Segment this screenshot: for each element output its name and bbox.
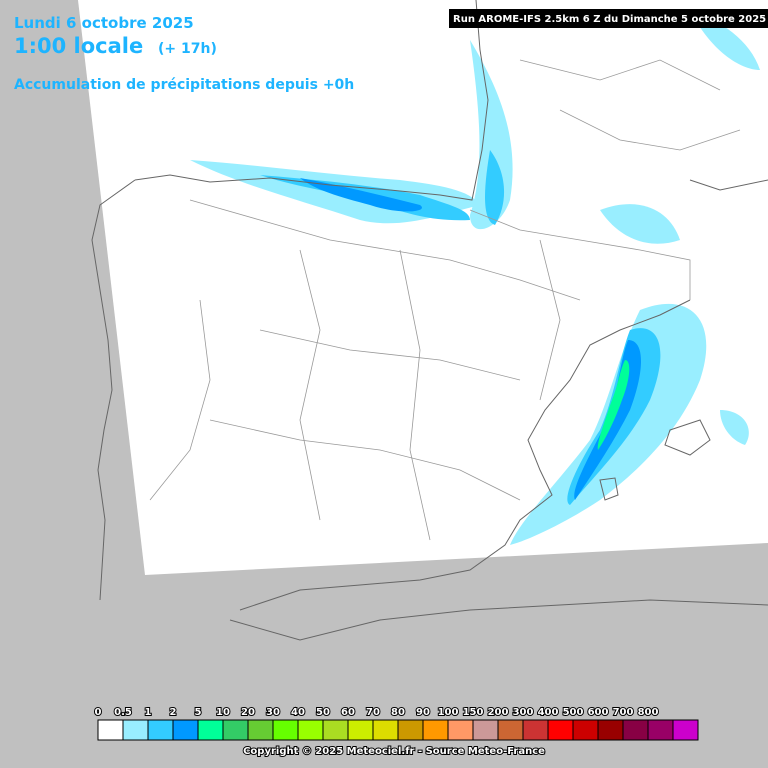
run: Run AROME-IFS 2.5km 6 Z du Dimanche 5 oc… xyxy=(453,14,766,25)
legend-swatch xyxy=(97,719,124,741)
legend-label: 1 xyxy=(145,707,152,718)
legend-label: 700 xyxy=(613,707,634,718)
legend-label: 600 xyxy=(588,707,609,718)
legend-swatch xyxy=(322,719,349,741)
legend-swatch xyxy=(622,719,649,741)
legend-swatch xyxy=(122,719,149,741)
legend-swatch xyxy=(247,719,274,741)
time: 1:00 locale xyxy=(14,34,143,58)
legend-swatch xyxy=(372,719,399,741)
legend-swatch xyxy=(172,719,199,741)
legend: 0 0.5 1 2 5 10 20 30 40 50 60 70 80 90 100 150 200 300 400… xyxy=(94,706,699,741)
legend-swatch xyxy=(297,719,324,741)
legend-label: 90 xyxy=(416,707,430,718)
legend-label: 5 xyxy=(195,707,202,718)
legend-swatch xyxy=(547,719,574,741)
legend-swatch xyxy=(597,719,624,741)
coastlines xyxy=(91,0,768,641)
legend-label: 0.5 xyxy=(114,707,132,718)
legend-label: 60 xyxy=(341,707,355,718)
legend-label: 40 xyxy=(291,707,305,718)
legend-label: 70 xyxy=(366,707,380,718)
legend-swatch xyxy=(572,719,599,741)
legend-label: 500 xyxy=(563,707,584,718)
legend-swatch xyxy=(672,719,699,741)
legend-label: 20 xyxy=(241,707,255,718)
date: Lundi 6 octobre 2025 xyxy=(14,14,194,32)
legend-swatch xyxy=(272,719,299,741)
legend-label: 10 xyxy=(216,707,230,718)
legend-label: 50 xyxy=(316,707,330,718)
legend-label: 2 xyxy=(170,707,177,718)
legend-swatch xyxy=(197,719,224,741)
legend-label: 100 xyxy=(438,707,459,718)
run-box xyxy=(449,9,768,28)
legend-swatch xyxy=(222,719,249,741)
product: Accumulation de précipitations depuis +0… xyxy=(14,77,354,93)
legend-swatch xyxy=(397,719,424,741)
legend-label: 0 xyxy=(95,707,102,718)
legend-swatch xyxy=(647,719,674,741)
legend-label: 200 xyxy=(488,707,509,718)
legend-swatch xyxy=(497,719,524,741)
offset: (+ 17h) xyxy=(158,41,217,57)
legend-label: 80 xyxy=(391,707,405,718)
legend-label: 800 xyxy=(638,707,659,718)
legend-swatch xyxy=(347,719,374,741)
legend-label: 300 xyxy=(513,707,534,718)
legend-swatch xyxy=(522,719,549,741)
legend-swatch xyxy=(472,719,499,741)
legend-swatch xyxy=(422,719,449,741)
legend-label: 150 xyxy=(463,707,484,718)
copyright: Copyright © 2025 Meteociel.fr - Source M… xyxy=(243,746,545,757)
legend-label: 30 xyxy=(266,707,280,718)
legend-swatch xyxy=(447,719,474,741)
legend-swatch xyxy=(147,719,174,741)
legend-label: 400 xyxy=(538,707,559,718)
